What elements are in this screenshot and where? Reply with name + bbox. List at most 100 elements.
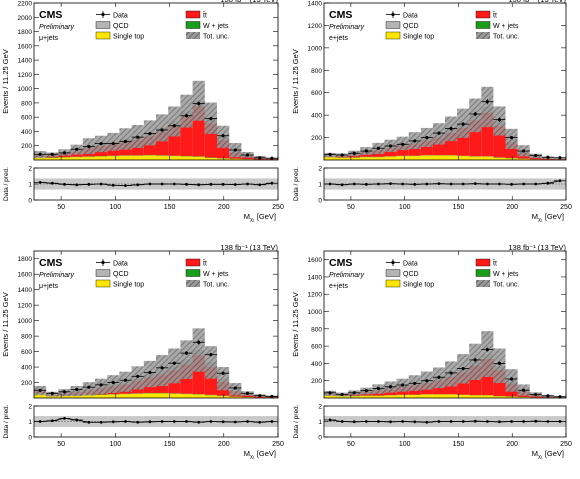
- ratio-point-8: [136, 183, 139, 186]
- legend-swatch-wjets: [186, 270, 200, 277]
- bar-singletop-13: [193, 157, 205, 160]
- bar-singletop-0: [324, 157, 336, 160]
- data-point-8: [425, 379, 428, 382]
- ratio-point-16: [522, 420, 525, 423]
- bar-singletop-4: [372, 157, 384, 160]
- legend-swatch-tot_unc: [476, 32, 490, 39]
- data-point-6: [112, 142, 115, 145]
- x-axis-title-unit: [GeV]: [543, 212, 564, 221]
- ratio-point-2: [353, 183, 356, 186]
- bar-singletop-5: [385, 157, 397, 160]
- unc-band-13: [481, 331, 493, 377]
- legend-swatch-ttbar: [186, 259, 200, 266]
- data-point-0: [328, 391, 331, 394]
- data-point-19: [558, 156, 561, 159]
- data-point-18: [546, 394, 549, 397]
- bar-singletop-7: [119, 156, 131, 160]
- data-point-6: [401, 383, 404, 386]
- ytick-label: 1600: [18, 43, 33, 50]
- data-point-9: [148, 132, 151, 135]
- ratio-point-17: [246, 420, 249, 423]
- bar-singletop-10: [156, 156, 168, 160]
- legend-data-marker: [101, 13, 104, 16]
- data-point-3: [365, 389, 368, 392]
- ratio-point-19: [271, 182, 274, 185]
- ratio-point-4: [88, 183, 91, 186]
- bar-singletop-6: [397, 156, 409, 160]
- ratio-point-11: [462, 420, 465, 423]
- ratio-point-8: [136, 421, 139, 424]
- ratio-point-14: [210, 420, 213, 423]
- data-point-14: [209, 117, 212, 120]
- legend-label-data: Data: [113, 13, 128, 20]
- ytick-label: 800: [21, 334, 32, 341]
- ratio-point-1: [341, 420, 344, 423]
- ratio-ytick-label: 2: [28, 404, 32, 411]
- data-point-14: [209, 353, 212, 356]
- y-axis-title: Events / 11.25 GeV: [1, 49, 10, 113]
- data-point-16: [522, 389, 525, 392]
- bar-singletop-6: [107, 395, 119, 398]
- data-point-8: [136, 375, 139, 378]
- ratio-point-5: [100, 183, 103, 186]
- x-axis-title-unit: [GeV]: [255, 212, 276, 221]
- ratio-point-3: [75, 419, 78, 422]
- ytick-label: 200: [311, 135, 322, 142]
- data-point-3: [365, 149, 368, 152]
- ratio-point-2: [63, 183, 66, 186]
- data-point-13: [486, 348, 489, 351]
- data-point-1: [341, 393, 344, 396]
- ratio-point-1: [51, 419, 54, 422]
- cms-label: CMS: [39, 9, 62, 21]
- legend-data-marker: [101, 261, 104, 264]
- ytick-label: 1200: [308, 292, 323, 299]
- data-point-18: [258, 394, 261, 397]
- legend-label-qcd: QCD: [403, 271, 419, 278]
- bar-singletop-6: [397, 395, 409, 398]
- ratio-point-16: [234, 421, 237, 424]
- ytick-label: 1000: [18, 318, 33, 325]
- preliminary-label: Preliminary: [329, 24, 365, 31]
- data-point-5: [100, 383, 103, 386]
- bar-singletop-7: [409, 156, 421, 160]
- ratio-point-17: [534, 183, 537, 186]
- data-point-17: [246, 153, 249, 156]
- ratio-point-3: [365, 183, 368, 186]
- bar-singletop-6: [107, 156, 119, 160]
- bar-singletop-9: [433, 156, 445, 160]
- data-point-19: [270, 157, 273, 160]
- ratio-point-7: [124, 420, 127, 423]
- ratio-point-17: [246, 183, 249, 186]
- ratio-ytick-label: 1: [318, 182, 322, 189]
- bar-singletop-13: [193, 395, 205, 398]
- unc-band-14: [205, 346, 217, 378]
- ratio-point-7: [413, 183, 416, 186]
- bar-singletop-12: [469, 157, 481, 160]
- ratio-y-axis-title: Data / pred.: [3, 404, 10, 438]
- xtick-label: 200: [218, 441, 230, 448]
- bar-singletop-3: [71, 157, 83, 160]
- xtick-label: 200: [506, 204, 518, 211]
- data-point-16: [234, 386, 237, 389]
- y-axis-title: Events / 11.25 GeV: [291, 292, 300, 356]
- ytick-label: 800: [21, 100, 32, 107]
- ratio-point-15: [510, 183, 513, 186]
- data-point-1: [341, 153, 344, 156]
- legend-data-marker: [391, 13, 394, 16]
- ratio-point-4: [377, 420, 380, 423]
- ratio-ytick-label: 2: [318, 166, 322, 173]
- legend-swatch-qcd: [96, 22, 110, 29]
- legend-label-ttbar: t̄t: [493, 12, 497, 20]
- ytick-label: 800: [311, 68, 322, 75]
- x-axis-title: Mχ₁ [GeV]: [244, 449, 276, 460]
- unc-band-12: [180, 95, 192, 128]
- ratio-ytick-label: 1: [28, 419, 32, 426]
- legend-swatch-qcd: [96, 270, 110, 277]
- legend-label-data: Data: [113, 261, 128, 268]
- data-point-14: [498, 362, 501, 365]
- data-point-5: [389, 144, 392, 147]
- ytick-label: 2000: [18, 15, 33, 22]
- ratio-point-15: [510, 420, 513, 423]
- data-point-12: [185, 114, 188, 117]
